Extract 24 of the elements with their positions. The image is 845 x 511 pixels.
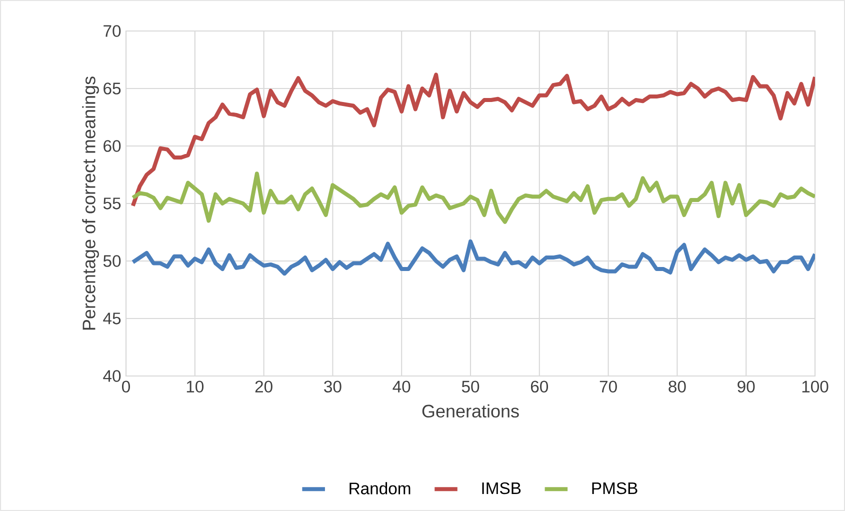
x-tick-label: 70 [600, 380, 617, 393]
x-tick-label: 40 [392, 380, 410, 393]
y-tick-label: 50 [103, 255, 121, 267]
x-tick-label: 30 [324, 380, 342, 393]
x-tick-label: 10 [186, 380, 204, 393]
x-tick-label: 20 [255, 380, 272, 393]
x-tick-label: 100 [802, 380, 828, 393]
y-tick-label: 70 [104, 25, 121, 37]
x-tick-label: 60 [530, 380, 548, 393]
x-tick-label: 0 [122, 380, 130, 393]
x-tick-label: 80 [668, 380, 686, 393]
legend-label: Random [350, 482, 410, 494]
y-tick-label: 45 [103, 312, 121, 324]
line-series [130, 239, 816, 276]
legend-label: PMSB [592, 482, 638, 494]
y-tick-label: 40 [103, 370, 121, 382]
y-tick-label: 55 [103, 198, 121, 210]
x-axis-title: Generations [422, 404, 519, 418]
legend-label: IMSB [482, 482, 521, 494]
y-axis-title: Percentage of correct meanings [82, 76, 99, 330]
x-tick-label: 50 [462, 380, 480, 393]
x-tick-label: 90 [738, 380, 755, 393]
y-tick-label: 65 [104, 82, 121, 94]
y-tick-label: 60 [104, 140, 121, 152]
